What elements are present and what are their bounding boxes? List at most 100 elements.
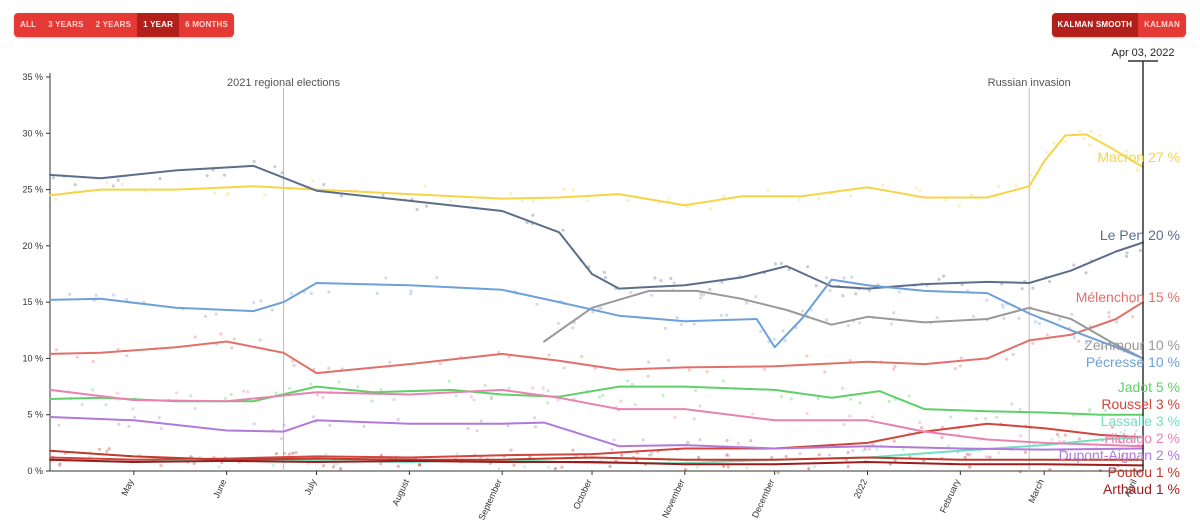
poll-dot xyxy=(94,293,98,298)
poll-dot xyxy=(935,316,939,320)
poll-dot xyxy=(379,387,383,392)
poll-dot xyxy=(985,455,989,459)
y-tick-label: 15 % xyxy=(22,297,43,307)
poll-dot xyxy=(1123,428,1127,432)
poll-dot xyxy=(849,397,853,401)
poll-dot xyxy=(321,464,326,468)
range-button-6-months[interactable]: 6 Months xyxy=(179,13,235,37)
poll-dot xyxy=(274,391,278,395)
poll-dot xyxy=(626,379,630,383)
range-button-all[interactable]: All xyxy=(14,13,43,37)
poll-dot xyxy=(547,465,551,469)
poll-dot xyxy=(292,363,296,368)
poll-dot xyxy=(1045,151,1049,155)
current-date-label: Apr 03, 2022 xyxy=(1112,47,1175,59)
poll-dot xyxy=(338,467,343,471)
poll-dot xyxy=(335,462,339,466)
poll-dot xyxy=(105,181,109,185)
candidate-end-label-p-cresse: Pécresse 10 % xyxy=(1086,354,1180,370)
poll-dot xyxy=(287,452,292,456)
series-line-poutou xyxy=(49,449,1144,461)
poll-dot xyxy=(816,397,820,401)
poll-dot xyxy=(222,173,226,177)
poll-dot xyxy=(1001,305,1005,309)
poll-dot xyxy=(1103,344,1108,348)
poll-dot xyxy=(773,262,778,266)
poll-dot xyxy=(759,329,763,333)
poll-dot xyxy=(969,193,973,197)
poll-dot xyxy=(107,447,111,451)
poll-dot xyxy=(887,399,891,403)
poll-dot xyxy=(1084,341,1089,345)
poll-dot xyxy=(120,182,124,187)
poll-dot xyxy=(1114,320,1119,324)
poll-dot xyxy=(288,386,292,390)
kalman-smooth-button[interactable]: Kalman Smooth xyxy=(1051,13,1139,37)
poll-dot xyxy=(232,337,236,341)
poll-dot xyxy=(698,438,702,442)
poll-dot xyxy=(892,439,896,443)
poll-dot xyxy=(392,397,396,402)
poll-dot xyxy=(1078,129,1082,133)
poll-dot xyxy=(858,401,862,405)
poll-dot xyxy=(547,353,551,357)
poll-dot xyxy=(901,448,905,452)
poll-dot xyxy=(1110,425,1115,429)
poll-dot xyxy=(1098,133,1102,137)
poll-dot xyxy=(1138,248,1142,253)
poll-dot xyxy=(520,199,524,203)
poll-dot xyxy=(1045,333,1049,337)
poll-dot xyxy=(892,311,896,315)
range-button-1-year[interactable]: 1 Year xyxy=(137,13,180,37)
poll-dot xyxy=(226,191,230,196)
poll-dot xyxy=(203,314,207,319)
poll-dot xyxy=(699,292,703,296)
poll-dot xyxy=(781,329,785,333)
poll-dot xyxy=(653,276,657,280)
poll-dot xyxy=(721,194,726,199)
series-line-zemmour xyxy=(543,289,1144,360)
poll-dot xyxy=(1072,335,1076,340)
poll-dot xyxy=(1098,468,1103,473)
poll-dot xyxy=(1027,186,1031,191)
poll-dot xyxy=(630,382,634,387)
poll-dot xyxy=(1057,435,1061,439)
poll-dot xyxy=(1011,352,1015,357)
candidate-end-label-arthaud: Arthaud 1 % xyxy=(1103,481,1180,497)
poll-dot xyxy=(1135,428,1139,433)
poll-dot xyxy=(967,453,971,457)
poll-dot xyxy=(968,452,972,456)
poll-dot xyxy=(686,440,690,445)
poll-dot xyxy=(580,354,584,359)
poll-dot xyxy=(893,364,897,368)
poll-dot xyxy=(940,435,944,440)
poll-dot xyxy=(546,389,550,393)
poll-dot xyxy=(409,292,413,296)
poll-dot xyxy=(282,423,286,427)
poll-dot xyxy=(80,403,84,407)
candidate-end-label-m-lenchon: Mélenchon 15 % xyxy=(1076,289,1180,305)
poll-dot xyxy=(263,193,267,197)
candidate-end-label-dupont-aignan: Dupont-Aignan 2 % xyxy=(1059,447,1180,463)
poll-dot xyxy=(447,379,452,383)
candidate-end-label-roussel: Roussel 3 % xyxy=(1101,396,1180,412)
poll-dot xyxy=(105,449,109,453)
poll-dot xyxy=(610,447,614,452)
poll-dot xyxy=(974,417,978,421)
poll-dot xyxy=(1031,286,1035,290)
poll-dot xyxy=(867,447,871,451)
poll-dot xyxy=(246,390,250,394)
candidate-end-label-zemmour: Zemmour 10 % xyxy=(1084,337,1180,353)
poll-dot xyxy=(634,459,639,463)
series-line-hidalgo xyxy=(49,388,1144,448)
range-button-3-years[interactable]: 3 Years xyxy=(42,13,90,37)
y-tick-label: 25 % xyxy=(22,185,43,195)
range-button-2-years[interactable]: 2 Years xyxy=(89,13,138,37)
poll-dot xyxy=(509,448,513,452)
poll-dot xyxy=(787,267,791,272)
poll-dot xyxy=(1002,316,1006,321)
kalman-button[interactable]: Kalman xyxy=(1138,13,1186,37)
poll-dot xyxy=(807,467,811,471)
poll-dot xyxy=(1018,407,1022,412)
poll-dot xyxy=(745,301,749,305)
